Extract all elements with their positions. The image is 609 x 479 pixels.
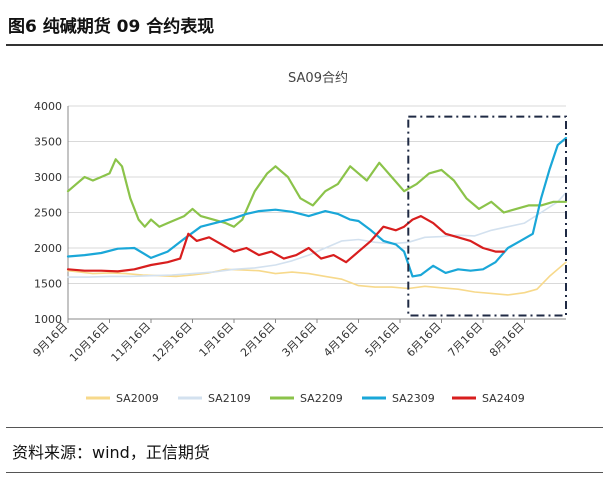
x-tick-label: 8月16日: [487, 320, 527, 360]
x-tick-label: 4月16日: [321, 320, 361, 360]
series-line-sa2409: [66, 215, 505, 273]
chart: SA09合约 1000 1500 2000 2500 3000 3500 4000 9月16…: [31, 71, 568, 405]
x-tick-label: 11月16日: [109, 320, 154, 365]
x-tick-label: 3月16日: [280, 320, 320, 360]
legend-label-sa2109: SA2109: [208, 392, 251, 405]
source-note: 资料来源：wind，正信期货: [12, 443, 210, 462]
y-tick-label: 2500: [34, 207, 62, 220]
y-axis: 1000 1500 2000 2500 3000 3500 4000: [34, 100, 69, 326]
series-line-sa2309: [66, 136, 568, 278]
x-tick-label: 7月16日: [446, 320, 486, 360]
y-tick-label: 4000: [34, 100, 62, 113]
y-tick-label: 2000: [34, 242, 62, 255]
highlight-box-group: [407, 115, 567, 317]
legend-label-sa2409: SA2409: [482, 392, 525, 405]
x-tick-label: 5月16日: [363, 320, 403, 360]
figure-title: 图6 纯碱期货 09 合约表现: [8, 17, 215, 37]
legend-label-sa2009: SA2009: [116, 392, 159, 405]
x-tick-label: 1月16日: [197, 320, 237, 360]
y-tick-label: 1500: [34, 278, 62, 291]
x-tick-label: 6月16日: [404, 320, 444, 360]
y-tick-label: 1000: [34, 313, 62, 326]
legend-label-sa2209: SA2209: [300, 392, 343, 405]
series-group: [66, 136, 568, 296]
bottom-rule: [6, 472, 603, 473]
legend: SA2009 SA2109 SA2209 SA2309 SA2409: [86, 392, 525, 405]
x-tick-label: 12月16日: [150, 320, 195, 365]
series-line-sa2109: [67, 191, 567, 278]
series-line-sa2209: [66, 158, 568, 228]
x-tick-label: 10月16日: [67, 320, 112, 365]
middle-rule: [6, 427, 603, 428]
top-rule: [6, 44, 603, 46]
y-tick-label: 3000: [34, 171, 62, 184]
highlight-box: [407, 115, 567, 317]
chart-title: SA09合约: [288, 71, 348, 86]
x-tick-label: 2月16日: [238, 320, 278, 360]
legend-label-sa2309: SA2309: [392, 392, 435, 405]
y-tick-label: 3500: [34, 136, 62, 149]
